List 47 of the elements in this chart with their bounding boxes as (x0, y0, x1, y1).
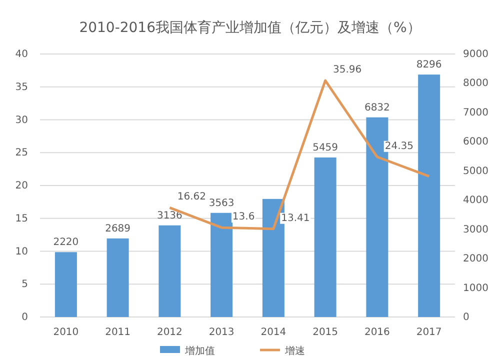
y-tick-label: 20 (15, 180, 28, 192)
y2-tick-label: 1000 (463, 282, 488, 294)
data-label: 3563 (208, 198, 234, 209)
data-label: 16.62 (177, 192, 206, 203)
bar (54, 252, 77, 317)
y-tick-label: 35 (15, 82, 28, 93)
bar (106, 238, 129, 317)
y2-tick-label: 7000 (463, 107, 488, 118)
x-tick-label: 2012 (156, 327, 182, 338)
data-label: 2689 (105, 223, 131, 234)
y2-tick-label: 9000 (463, 49, 488, 60)
data-label: 5459 (312, 142, 338, 154)
y-tick-label: 30 (15, 114, 28, 126)
chart-title: 2010-2016我国体育产业增加值（亿元）及增速（%） (79, 19, 421, 36)
data-label: 24.35 (384, 140, 414, 152)
data-label: 35.96 (332, 64, 362, 76)
x-tick-label: 2011 (105, 327, 131, 338)
y2-tick-label: 2000 (463, 254, 488, 265)
x-tick-label: 2010 (53, 327, 79, 338)
y2-tick-label: 6000 (463, 136, 488, 148)
bar (158, 225, 181, 317)
y-tick-label: 5 (22, 279, 28, 290)
x-tick-label: 2013 (208, 327, 234, 338)
data-label: 13.6 (232, 212, 255, 223)
data-label: 2220 (53, 237, 79, 248)
y-tick-label: 25 (15, 148, 28, 159)
bar (210, 212, 233, 317)
data-label: 6832 (364, 102, 390, 114)
y-tick-label: 15 (15, 213, 28, 224)
x-tick-label: 2017 (416, 327, 442, 338)
x-tick-label: 2014 (260, 327, 286, 338)
y2-tick-label: 5000 (463, 166, 488, 177)
y2-tick-label: 8000 (463, 78, 488, 90)
y2-tick-label: 3000 (463, 224, 488, 236)
legend-label: 增速 (284, 345, 305, 357)
y-tick-label: 0 (22, 312, 28, 323)
y2-tick-label: 0 (463, 312, 470, 323)
data-label: 13.41 (281, 212, 310, 224)
y2-tick-label: 4000 (463, 195, 488, 206)
x-tick-label: 2015 (312, 327, 338, 338)
y-tick-label: 10 (15, 246, 28, 258)
x-tick-label: 2016 (364, 327, 390, 338)
y-tick-label: 40 (15, 49, 28, 60)
bar (418, 74, 440, 317)
bar (314, 157, 336, 317)
data-label: 8296 (416, 60, 442, 71)
legend-label: 增加值 (184, 345, 215, 357)
